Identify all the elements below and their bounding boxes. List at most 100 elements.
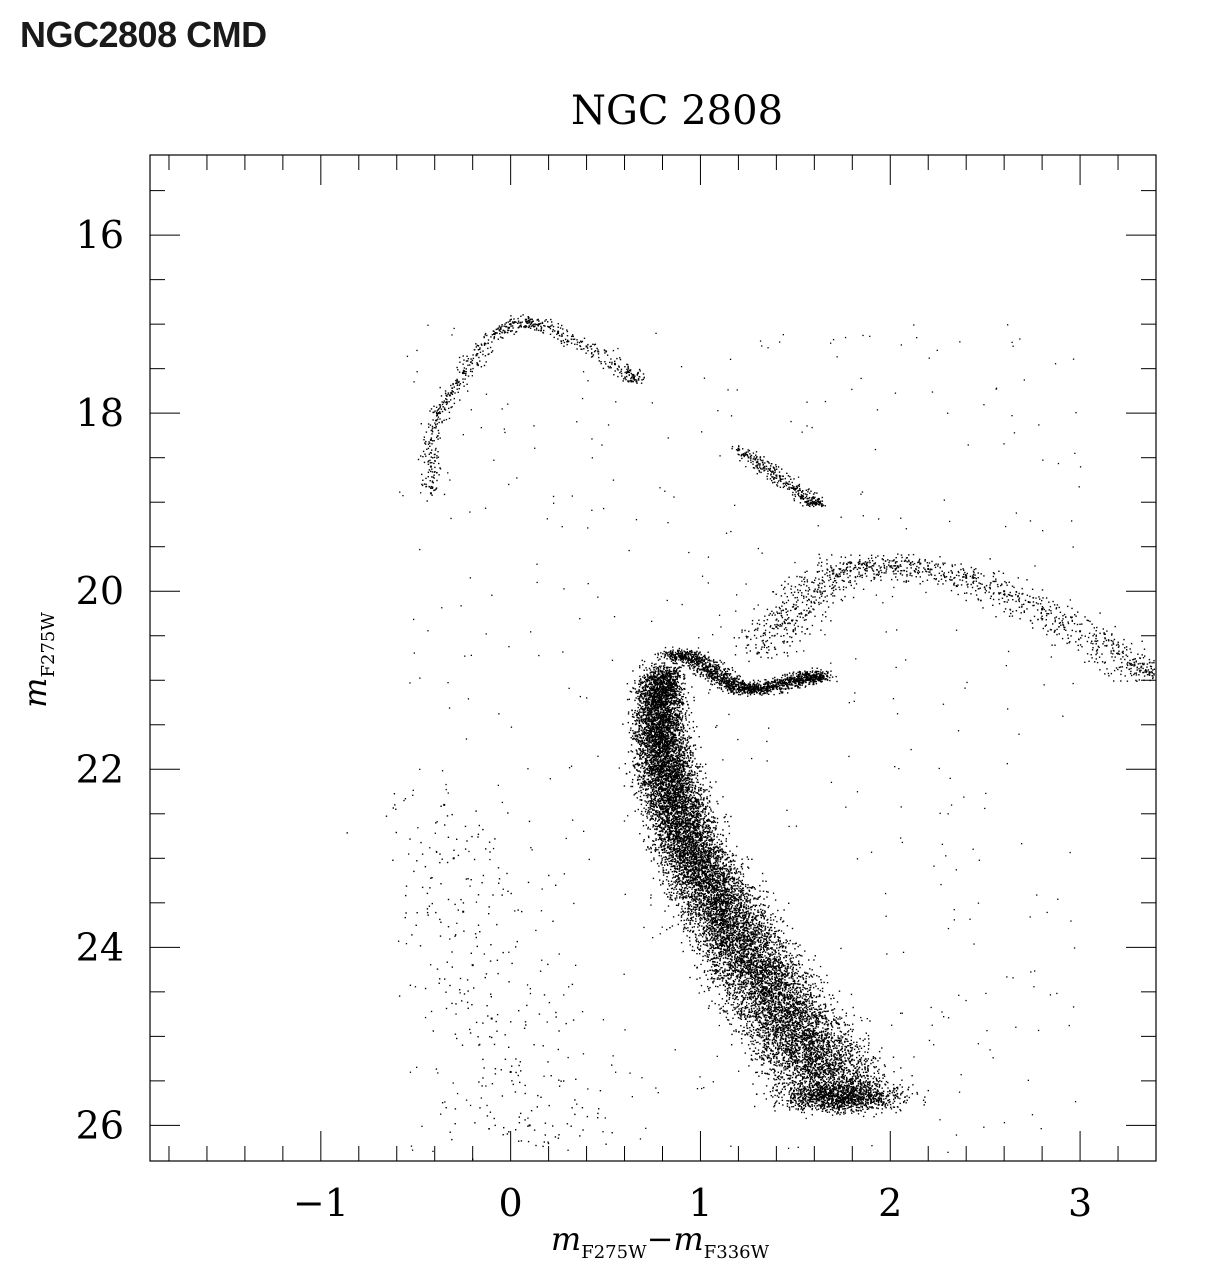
star-dot	[681, 696, 683, 698]
star-dot	[686, 700, 688, 703]
star-dot	[647, 794, 650, 796]
star-dot	[639, 736, 641, 739]
star-dot	[699, 783, 702, 786]
star-dot	[631, 785, 634, 788]
star-dot	[652, 793, 655, 795]
star-dot	[640, 754, 642, 756]
star-dot	[641, 753, 643, 755]
star-dot	[674, 819, 677, 821]
star-dot	[668, 686, 670, 688]
star-dot	[692, 791, 694, 794]
star-dot	[656, 774, 658, 776]
star-dot	[644, 689, 646, 691]
star-dot	[672, 696, 674, 699]
star-dot	[653, 728, 656, 730]
star-dot	[658, 731, 661, 733]
star-dot	[668, 731, 670, 733]
star-dot	[671, 809, 673, 811]
star-dot	[640, 751, 642, 753]
star-dot	[637, 770, 639, 772]
star-dot	[689, 807, 691, 809]
star-dot	[689, 745, 692, 747]
star-dot	[691, 789, 694, 791]
star-dot	[658, 703, 661, 706]
star-dot	[669, 689, 671, 692]
star-dot	[674, 747, 676, 749]
star-dot	[643, 713, 645, 716]
star-dot	[673, 758, 675, 760]
star-dot	[647, 747, 649, 750]
star-dot	[673, 746, 675, 749]
star-dot	[646, 729, 648, 731]
star-dot	[672, 676, 675, 678]
star-dot	[655, 676, 657, 679]
star-dot	[663, 822, 665, 824]
star-dot	[645, 733, 647, 735]
star-dot	[691, 805, 693, 808]
star-dot	[679, 738, 682, 741]
star-dot	[642, 721, 644, 723]
star-dot	[653, 772, 655, 774]
star-dot	[690, 766, 692, 768]
star-dot	[655, 803, 657, 805]
star-dot	[656, 677, 658, 679]
star-dot	[666, 674, 668, 677]
star-dot	[684, 747, 686, 750]
star-dot	[639, 693, 642, 696]
star-dot	[638, 690, 641, 692]
star-dot	[677, 703, 679, 705]
star-dot	[698, 814, 700, 817]
star-dot	[668, 674, 671, 676]
star-dot	[687, 704, 689, 706]
star-dot	[686, 788, 688, 791]
star-dot	[664, 705, 667, 707]
star-dot	[652, 787, 654, 789]
star-dot	[699, 806, 701, 808]
star-dot	[646, 749, 649, 751]
star-dot	[668, 721, 671, 723]
star-dot	[649, 819, 651, 821]
star-dot	[682, 776, 684, 778]
star-dot	[658, 745, 660, 747]
star-dot	[660, 769, 662, 771]
star-dot	[662, 709, 665, 711]
star-dot	[646, 725, 648, 727]
star-dot	[689, 781, 692, 783]
star-dot	[667, 689, 669, 692]
star-dot	[662, 783, 664, 785]
star-dot	[672, 691, 675, 693]
star-dot	[688, 727, 691, 730]
star-dot	[653, 740, 655, 742]
star-dot	[699, 804, 701, 806]
star-dot	[654, 750, 657, 752]
star-dot	[664, 826, 667, 828]
star-dot	[671, 825, 673, 827]
star-dot	[665, 720, 667, 723]
star-dot	[652, 699, 655, 701]
star-dot	[659, 751, 661, 753]
star-dot	[638, 709, 641, 711]
star-dot	[672, 785, 675, 787]
star-dot	[716, 800, 718, 803]
star-dot	[662, 678, 664, 681]
star-dot	[710, 810, 712, 812]
star-dot	[659, 813, 661, 815]
star-dot	[678, 742, 681, 744]
star-dot	[699, 794, 701, 796]
star-dot	[670, 694, 672, 696]
star-dot	[677, 789, 679, 791]
star-dot	[657, 689, 659, 691]
star-dot	[674, 730, 677, 732]
star-dot	[665, 686, 667, 688]
star-dot	[660, 751, 662, 753]
star-dot	[665, 751, 668, 754]
star-dot	[691, 833, 694, 835]
star-dot	[677, 719, 679, 721]
star-dot	[652, 824, 654, 826]
star-dot	[644, 758, 647, 760]
star-dot	[650, 776, 652, 778]
star-dot	[630, 737, 632, 739]
star-dot	[666, 765, 669, 767]
star-dot	[653, 690, 656, 692]
star-dot	[665, 675, 668, 678]
